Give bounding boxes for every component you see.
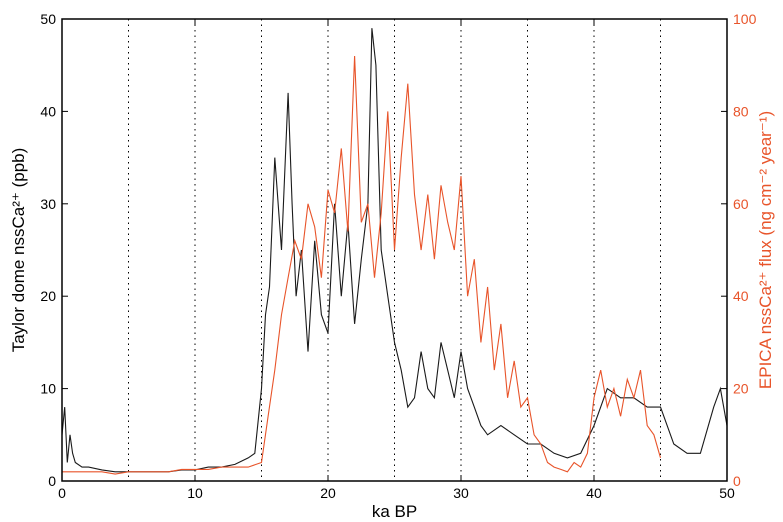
series-line-epica [62, 55, 662, 475]
y-right-tick-label-5: 100 [733, 11, 757, 27]
plot-frame [61, 18, 728, 482]
y-left-tick-label-2: 20 [40, 288, 56, 304]
y-right-tick-label-0: 0 [733, 473, 741, 489]
y-right-tick-label-3: 60 [733, 196, 749, 212]
y-left-tick-label-5: 50 [40, 11, 56, 27]
y-left-tick-label-0: 0 [48, 473, 56, 489]
y-left-tick-label-3: 30 [40, 196, 56, 212]
x-tick-label-3: 30 [453, 485, 469, 501]
y-right-tick-label-2: 40 [733, 288, 749, 304]
x-axis-ticks: 0 10 20 30 40 50 [58, 19, 735, 501]
y-right-axis-title: EPICA nssCa²⁺ flux (ng cm⁻² year⁻¹) [756, 111, 775, 389]
x-axis-title: ka BP [372, 502, 417, 521]
x-tick-label-4: 40 [586, 485, 602, 501]
x-tick-label-2: 20 [320, 485, 336, 501]
y-right-axis-ticks: 0 20 40 60 80 100 [721, 11, 757, 489]
y-left-tick-label-4: 40 [40, 103, 56, 119]
y-left-axis-ticks: 0 10 20 30 40 50 [40, 11, 68, 489]
x-tick-label-0: 0 [58, 485, 66, 501]
y-right-tick-label-1: 20 [733, 381, 749, 397]
y-left-axis-title: Taylor dome nssCa²⁺ (ppb) [9, 148, 28, 353]
x-tick-label-5: 50 [719, 485, 735, 501]
y-left-tick-label-1: 10 [40, 381, 56, 397]
y-right-tick-label-4: 80 [733, 103, 749, 119]
x-tick-label-1: 10 [187, 485, 203, 501]
